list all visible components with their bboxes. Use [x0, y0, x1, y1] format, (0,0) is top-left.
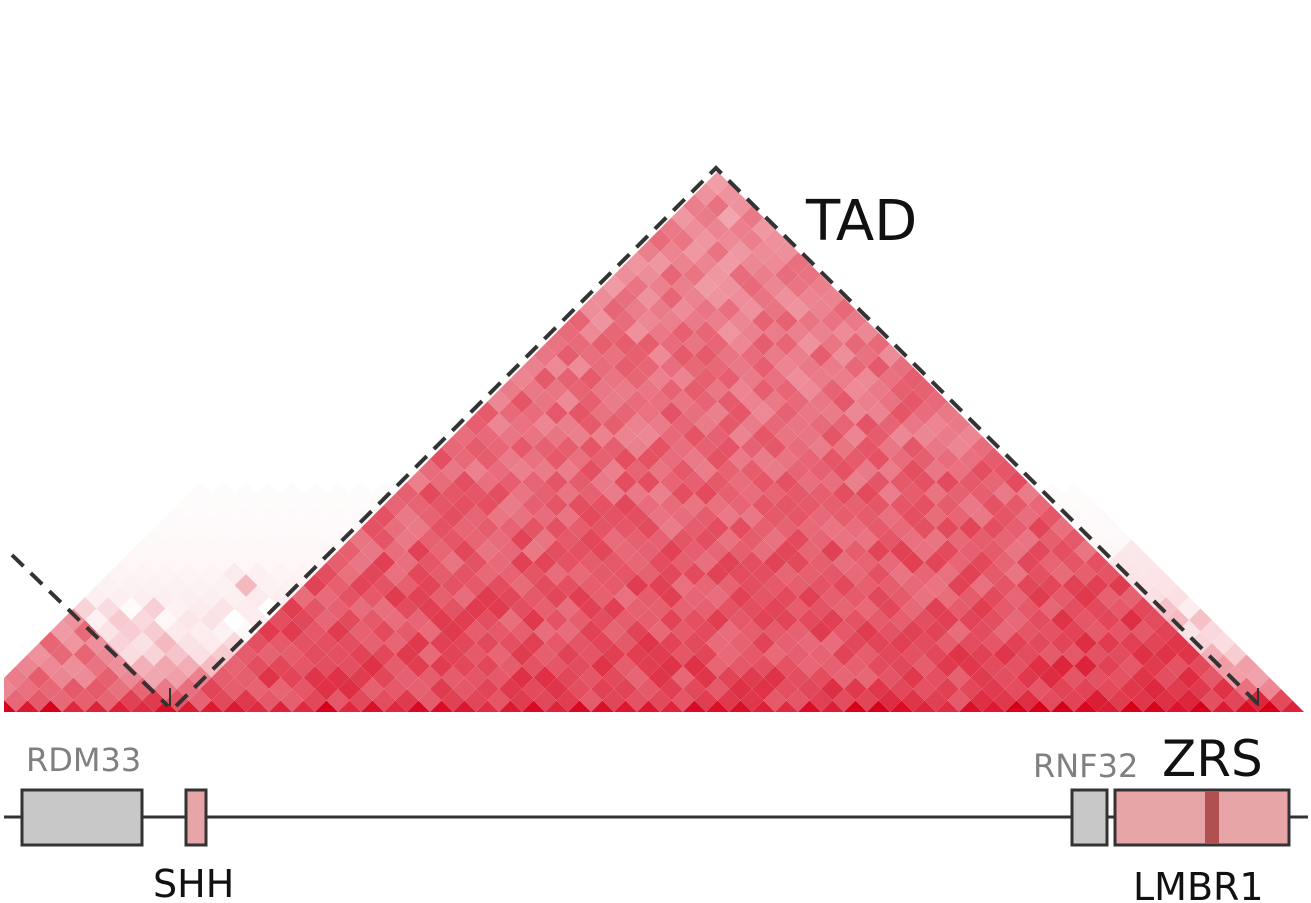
gene-track: RDM33 SHH RNF32 LMBR1 ZRS — [4, 730, 1308, 903]
heatmap-cell — [706, 700, 729, 712]
heatmap-cell — [775, 700, 798, 712]
heatmap-cell — [177, 700, 200, 712]
heatmap-cell — [591, 700, 614, 712]
heatmap-cell — [430, 700, 453, 712]
gene-label-rnf32: RNF32 — [1033, 747, 1138, 785]
heatmap-cell — [867, 700, 890, 712]
heatmap-cell — [223, 562, 246, 586]
heatmap-cell — [637, 700, 660, 712]
gene-rnf32-box — [1070, 788, 1109, 847]
heatmap-cell — [1189, 700, 1212, 712]
heatmap-cell — [246, 700, 269, 712]
heatmap-cell — [200, 700, 223, 712]
gene-shh-box — [184, 788, 208, 847]
heatmap-cell — [522, 700, 545, 712]
heatmap-cell — [890, 700, 913, 712]
heatmap-cell — [982, 700, 1005, 712]
gene-label-shh: SHH — [153, 862, 234, 903]
heatmap-cell — [660, 700, 683, 712]
heatmap-cell — [269, 700, 292, 712]
heatmap-cell — [913, 700, 936, 712]
heatmap-cell — [246, 562, 269, 586]
tad-boundary-left — [10, 553, 170, 708]
heatmap-cell — [545, 700, 568, 712]
heatmap-cell — [62, 700, 85, 712]
zrs-marker — [1205, 791, 1219, 844]
tad-label: TAD — [805, 189, 917, 254]
heatmap-cell — [4, 700, 16, 712]
heatmap-cell — [131, 700, 154, 712]
heatmap-cell — [614, 700, 637, 712]
gene-rdm33-box — [20, 788, 144, 847]
heatmap-cell — [499, 700, 522, 712]
heatmap-cell — [1120, 700, 1143, 712]
heatmap-cell — [1051, 700, 1074, 712]
heatmap-cell — [1212, 700, 1235, 712]
heatmap-cell — [1281, 700, 1304, 712]
heatmap-cell — [4, 677, 16, 701]
heatmap-cell — [384, 700, 407, 712]
heatmap-cell — [821, 700, 844, 712]
heatmap-cell — [476, 700, 499, 712]
heatmap-cell — [407, 700, 430, 712]
heatmap-cell — [729, 700, 752, 712]
heatmap-cell — [338, 700, 361, 712]
gene-label-rdm33: RDM33 — [26, 741, 141, 779]
heatmap-cell — [752, 700, 775, 712]
heatmap-cell — [1235, 700, 1258, 712]
heatmap-cell — [1258, 700, 1281, 712]
heatmap-cell — [16, 700, 39, 712]
heatmap-cell — [1166, 700, 1189, 712]
heatmap-cell — [1074, 700, 1097, 712]
heatmap-cell — [223, 700, 246, 712]
heatmap-cell — [798, 700, 821, 712]
heatmap-cell — [844, 700, 867, 712]
heatmap-cell — [108, 700, 131, 712]
heatmap-cell — [959, 700, 982, 712]
heatmap-cell — [1028, 700, 1051, 712]
heatmap-cell — [246, 585, 269, 609]
heatmap-cell — [315, 700, 338, 712]
heatmap-cell — [361, 700, 384, 712]
heatmap-cell — [223, 585, 246, 609]
heatmap-cell — [568, 700, 591, 712]
gene-label-lmbr1: LMBR1 — [1133, 865, 1264, 903]
gene-lmbr1-box — [1113, 788, 1291, 847]
heatmap-cell — [1097, 700, 1120, 712]
heatmap-cell — [39, 700, 62, 712]
heatmap-cell — [4, 700, 5, 701]
heatmap-cell — [1143, 700, 1166, 712]
zrs-label: ZRS — [1162, 730, 1263, 788]
tad-boundary-main — [174, 165, 1262, 708]
heatmap-cell — [85, 700, 108, 712]
heatmap-cell — [1005, 700, 1028, 712]
heatmap-cell — [292, 700, 315, 712]
heatmap-cell — [453, 700, 476, 712]
hic-contact-heatmap — [4, 171, 1304, 712]
heatmap-cell — [936, 700, 959, 712]
heatmap-cell — [683, 700, 706, 712]
